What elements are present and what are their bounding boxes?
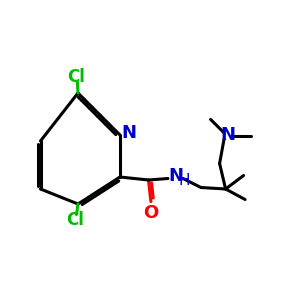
Text: N: N [220, 126, 235, 144]
Text: N: N [168, 167, 183, 185]
Text: H: H [178, 173, 190, 188]
Text: N: N [121, 124, 136, 142]
Text: Cl: Cl [66, 211, 84, 229]
Text: Cl: Cl [68, 68, 85, 86]
Text: O: O [143, 204, 158, 222]
